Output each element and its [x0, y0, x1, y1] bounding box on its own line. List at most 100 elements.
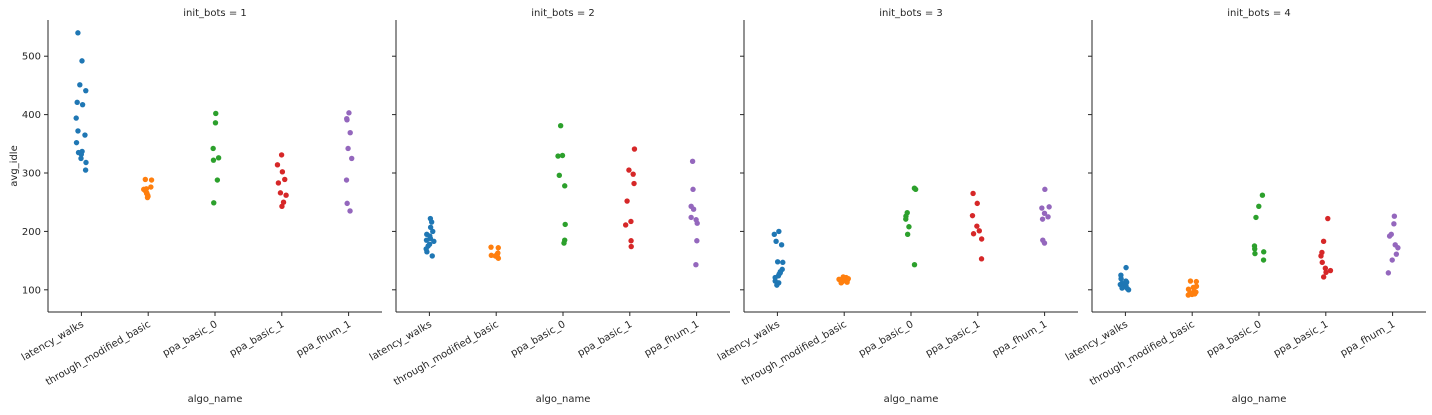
x-tick-label: ppa_basic_0	[1205, 319, 1263, 359]
data-point	[1185, 292, 1191, 298]
data-point	[343, 177, 350, 183]
x-tick-label: ppa_basic_0	[161, 319, 219, 359]
data-point	[344, 200, 350, 207]
data-point	[82, 132, 88, 138]
data-point	[1327, 267, 1334, 274]
data-point	[911, 262, 918, 268]
data-point	[1256, 203, 1262, 209]
data-point	[555, 153, 561, 159]
data-point	[628, 218, 634, 225]
data-point	[77, 82, 83, 88]
data-point	[213, 110, 219, 117]
y-tick-label: 100	[22, 285, 41, 296]
data-point	[780, 259, 786, 266]
data-point	[626, 167, 632, 173]
data-point	[974, 223, 980, 229]
data-point	[212, 120, 219, 126]
data-point	[430, 228, 436, 235]
data-point	[211, 200, 217, 206]
data-point	[628, 243, 634, 250]
data-point	[689, 158, 696, 165]
data-point	[210, 157, 217, 163]
data-point	[1045, 214, 1051, 220]
x-tick-label: through_modified_basic	[392, 319, 501, 388]
data-point	[838, 280, 844, 286]
y-tick-label: 200	[22, 227, 41, 238]
x-tick-label: through_modified_basic	[44, 319, 153, 388]
data-point	[1123, 264, 1129, 271]
data-point	[690, 186, 696, 193]
data-point	[488, 252, 495, 259]
data-point	[969, 212, 976, 219]
data-point	[774, 259, 781, 265]
y-axis-label: avg_idle	[9, 145, 20, 186]
data-point	[344, 117, 350, 123]
x-tick-label: ppa_fhum_1	[1339, 319, 1397, 359]
data-point	[1322, 265, 1329, 271]
data-point	[912, 186, 919, 193]
data-point	[773, 238, 779, 245]
data-point	[78, 155, 84, 162]
data-point	[1391, 221, 1397, 227]
facet-panel: init_bots = 3 latency_walksthrough_modifi…	[716, 8, 1078, 405]
data-point	[79, 101, 86, 108]
data-point	[557, 123, 564, 129]
data-point	[1125, 287, 1132, 293]
facet-panel: init_bots = 4 latency_walksthrough_modifi…	[1064, 8, 1426, 405]
data-point	[1319, 259, 1325, 266]
data-point	[906, 224, 912, 230]
data-point	[1393, 251, 1400, 257]
data-point	[488, 244, 494, 250]
data-point	[73, 115, 79, 121]
data-point	[690, 206, 697, 212]
data-point	[83, 159, 89, 166]
x-tick-label: ppa_basic_1	[924, 319, 982, 359]
data-point	[774, 282, 780, 288]
x-axis-label: algo_name	[536, 394, 591, 405]
x-tick-label: ppa_fhum_1	[991, 319, 1049, 359]
facet-title: init_bots = 4	[1227, 8, 1291, 19]
data-point	[1318, 253, 1324, 259]
data-point	[1041, 210, 1048, 216]
data-point	[976, 228, 982, 234]
data-point	[1385, 270, 1392, 276]
data-point	[280, 199, 287, 205]
data-point	[1046, 204, 1052, 210]
data-point	[283, 192, 289, 198]
data-point	[631, 146, 638, 152]
data-point	[279, 169, 286, 175]
facet-panel: init_bots = 1 100 200 300 400 500 avg_idlelate…	[9, 8, 382, 405]
data-point	[622, 222, 629, 228]
data-point	[1395, 245, 1401, 251]
data-point	[970, 190, 976, 197]
x-tick-label: latency_walks	[368, 319, 434, 363]
data-point	[694, 238, 700, 244]
data-point	[429, 253, 435, 259]
x-tick-label: latency_walks	[1064, 319, 1130, 363]
x-axis-label: algo_name	[884, 394, 939, 405]
data-point	[495, 255, 502, 261]
data-point	[1391, 213, 1398, 219]
data-point	[74, 99, 80, 106]
data-point	[978, 256, 985, 262]
data-point	[82, 167, 89, 173]
data-point	[1118, 276, 1124, 282]
data-point	[903, 216, 909, 222]
data-point	[970, 231, 977, 237]
x-tick-label: ppa_fhum_1	[643, 319, 701, 359]
y-tick-label: 400	[22, 110, 41, 121]
data-point	[148, 184, 154, 190]
data-point	[1119, 285, 1125, 291]
data-point	[1253, 214, 1259, 221]
data-point	[144, 194, 151, 201]
x-tick-label: through_modified_basic	[740, 319, 849, 388]
x-tick-label: ppa_basic_0	[857, 319, 915, 359]
data-point	[1323, 269, 1329, 275]
x-tick-label: ppa_basic_1	[1272, 319, 1330, 359]
data-point	[148, 177, 155, 183]
data-point	[428, 219, 435, 225]
data-point	[776, 228, 782, 235]
data-point	[1187, 278, 1194, 284]
x-tick-label: ppa_basic_0	[509, 319, 567, 359]
